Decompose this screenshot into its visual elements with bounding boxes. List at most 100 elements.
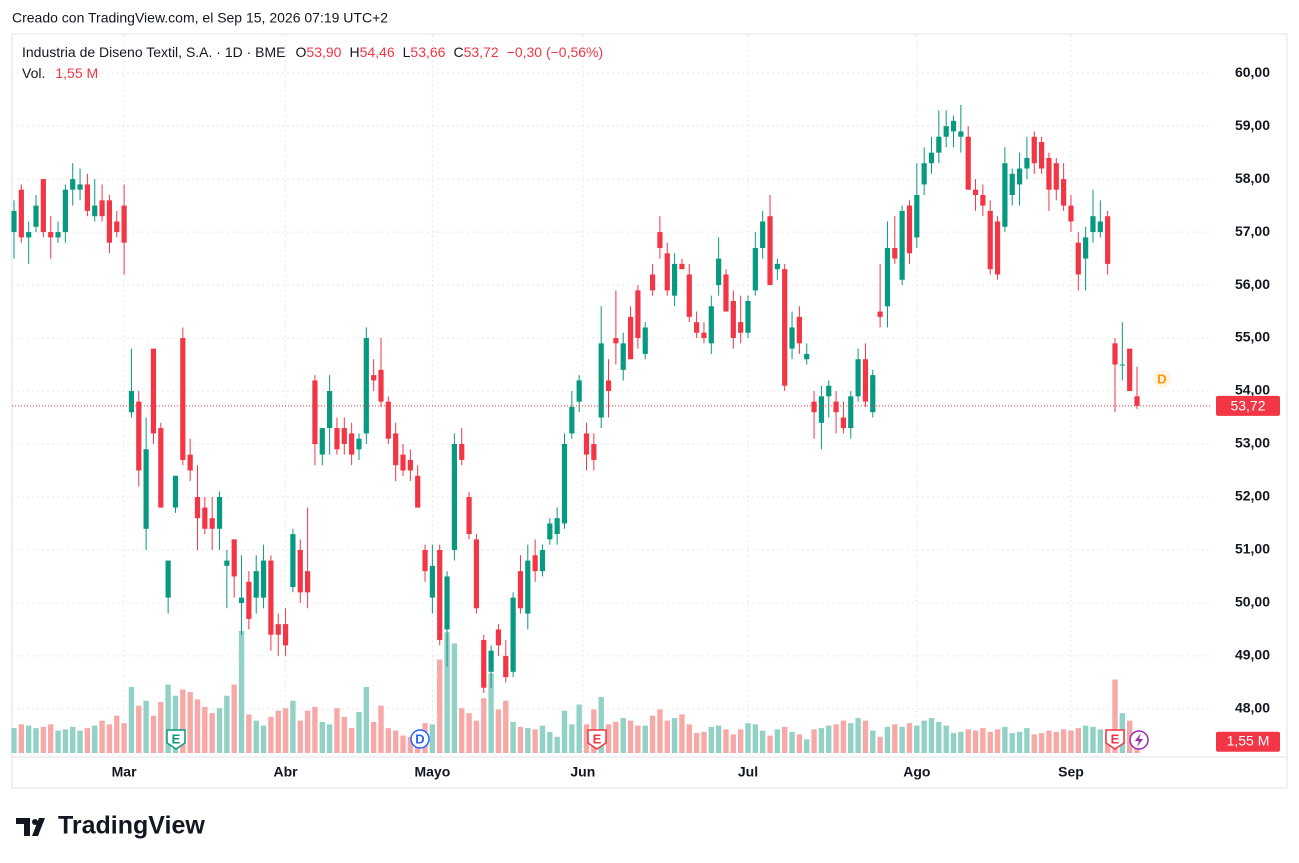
candle-body: [48, 232, 54, 238]
candle-body: [1024, 157, 1030, 169]
candle-body: [870, 375, 876, 413]
y-tick-label: 60,00: [1235, 64, 1270, 80]
candle-body: [275, 624, 281, 635]
credit: Creado con TradingView.com, el Sep 15, 2…: [12, 10, 388, 26]
candle-body: [290, 534, 296, 588]
volume-bar: [635, 725, 641, 753]
volume-bar: [231, 684, 237, 753]
candle-body: [268, 560, 274, 635]
legend-value: 53,90: [306, 44, 341, 60]
volume-bar: [848, 723, 854, 753]
candle-body: [767, 216, 773, 286]
candle-body: [532, 555, 538, 572]
volume-bar: [914, 725, 920, 753]
y-tick-label: 59,00: [1235, 117, 1270, 133]
candle-body: [554, 518, 560, 535]
volume-bar: [1053, 731, 1059, 753]
candle-body: [106, 200, 113, 243]
volume-bar: [246, 714, 252, 753]
volume-bar: [165, 684, 171, 753]
candle-body: [488, 650, 494, 672]
volume-bar: [1002, 726, 1008, 753]
volume-bar: [11, 728, 17, 753]
volume-bar: [429, 724, 436, 753]
legend-key: O: [296, 44, 307, 60]
x-tick-label: Jun: [570, 764, 595, 780]
candle-body: [1053, 163, 1059, 190]
volume-bar: [539, 725, 546, 753]
candle-body: [510, 597, 516, 672]
candle-body: [40, 179, 46, 233]
volume-bar: [1097, 729, 1104, 753]
volume-bar: [943, 725, 949, 753]
volume-bar: [370, 721, 377, 753]
candle-body: [1061, 179, 1067, 206]
volume-bar: [671, 718, 678, 753]
chart-title-text: Industria de Diseno Textil, S.A. · 1D · …: [22, 44, 286, 60]
candle-body: [657, 232, 663, 248]
candle-body: [914, 195, 920, 238]
volume-bar: [782, 726, 788, 753]
brand: TradingView: [58, 812, 205, 840]
candle-body: [627, 316, 634, 360]
candle-body: [730, 300, 736, 339]
volume-bar: [649, 715, 656, 753]
candle-body: [738, 322, 744, 333]
volume-value: 1,55 M: [55, 65, 98, 81]
volume-bar: [297, 720, 303, 753]
volume-bar: [312, 706, 318, 753]
volume-bar: [554, 736, 560, 753]
candle-body: [789, 327, 795, 349]
volume-bar: [833, 724, 839, 753]
volume-bar: [25, 725, 32, 753]
volume-bar: [708, 726, 714, 753]
candle-body: [77, 184, 83, 190]
candle-body: [1075, 242, 1081, 275]
volume-bar: [106, 724, 113, 753]
y-tick-label: 52,00: [1235, 488, 1270, 504]
candle-body: [114, 221, 120, 233]
candle-body: [774, 263, 780, 270]
candle-body: [642, 327, 648, 354]
candle-body: [811, 401, 817, 413]
candle-body: [972, 189, 979, 195]
candle-body: [980, 195, 986, 206]
y-tick-label: 58,00: [1235, 170, 1270, 186]
volume-bar: [950, 733, 957, 753]
volume-bar: [70, 726, 76, 753]
volume-bar: [605, 724, 612, 753]
volume-bar: [253, 720, 259, 753]
event-label: E: [172, 731, 181, 746]
candle-body: [686, 274, 692, 317]
volume-bar: [224, 695, 230, 753]
volume-bar: [136, 705, 142, 753]
volume-bar: [723, 729, 729, 753]
candle-body: [906, 205, 913, 254]
candle-body: [936, 136, 942, 153]
candle-body: [18, 189, 24, 238]
candle-body: [400, 454, 406, 471]
volume-bar: [385, 728, 392, 753]
candle-body: [246, 581, 252, 619]
volume-bar: [994, 729, 1001, 753]
candle-body: [1119, 364, 1125, 366]
volume-legend: Vol. 1,55 M: [22, 65, 98, 81]
candle-body: [833, 401, 839, 413]
candle-body: [121, 205, 127, 243]
volume-bar: [304, 710, 311, 753]
candle-body: [708, 306, 714, 344]
candle-body: [238, 597, 245, 603]
volume-bar: [906, 723, 913, 753]
volume-bar: [686, 724, 692, 753]
volume-bar: [774, 729, 781, 753]
volume-bar: [150, 715, 157, 753]
candle-body: [371, 375, 377, 381]
volume-bar: [378, 705, 384, 753]
dividend-icon: [1153, 370, 1171, 388]
volume-bar: [767, 735, 773, 753]
logo: [16, 818, 45, 836]
candle-body: [664, 253, 670, 291]
volume-bar: [972, 730, 979, 753]
candle-body: [1068, 205, 1074, 222]
